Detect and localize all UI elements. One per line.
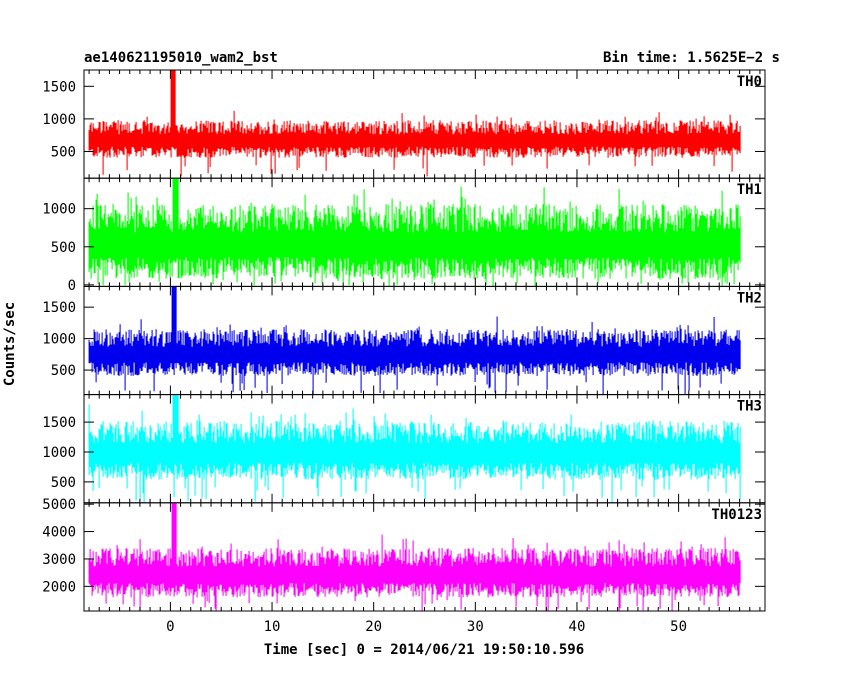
panel-th0: 500 1000 1500 TH0 [42,69,766,179]
x-tick-label: 20 [365,619,382,635]
y-tick-label: 1000 [42,202,76,218]
y-tick-label: 500 [51,475,76,491]
panel-th2: 500 1000 1500 TH2 [42,285,766,396]
bin-time-label: Bin time: 1.5625E−2 s [603,50,780,66]
panel-label-th2: TH2 [737,290,762,306]
y-tick-label: 1500 [42,415,76,431]
y-tick-label: 500 [51,363,76,379]
panel-label-th0123: TH0123 [711,507,762,523]
y-tick-label: 1000 [42,332,76,348]
series-trace-th0 [88,70,741,177]
panel-th3: 500 1000 1500 TH3 [42,394,766,504]
x-tick-label: 10 [264,619,281,635]
panel-label-th3: TH3 [737,399,762,415]
y-tick-label: 1500 [42,79,76,95]
series-trace-th2 [88,286,741,395]
series-trace-th3 [88,394,741,503]
chart-title: ae140621195010_wam2_bst [84,50,278,66]
y-tick-label: 2000 [42,579,76,595]
y-tick-label: 1000 [42,112,76,128]
y-tick-label: 1500 [42,300,76,316]
y-tick-label: 500 [51,144,76,160]
y-tick-label: 5000 [42,497,76,513]
panel-label-th0: TH0 [737,74,762,90]
x-tick-label: 50 [670,619,687,635]
x-axis-label: Time [sec] 0 = 2014/06/21 19:50:10.596 [264,642,584,658]
x-tick-label: 30 [467,619,484,635]
y-tick-label: 0 [68,278,76,294]
panel-th1: 0 500 1000 TH1 [42,177,766,294]
series-trace-th1 [88,178,741,287]
series-trace-th0123 [88,502,741,611]
y-tick-label: 3000 [42,552,76,568]
x-tick-label: 0 [166,619,174,635]
y-tick-label: 4000 [42,525,76,541]
panel-label-th1: TH1 [737,182,762,198]
panel-th0123: 2000 3000 4000 5000 TH0123 [42,497,766,612]
x-tick-label: 40 [569,619,586,635]
y-tick-label: 1000 [42,445,76,461]
y-tick-label: 500 [51,240,76,256]
y-axis-label: Counts/sec [2,302,18,386]
